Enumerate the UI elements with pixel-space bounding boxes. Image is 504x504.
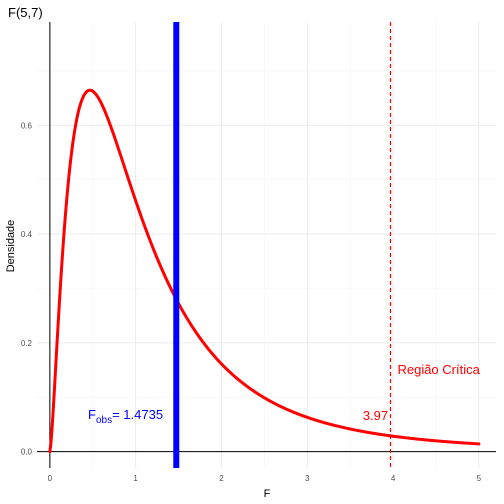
- observed-f-label: Fobs= 1.4735: [88, 407, 163, 426]
- density-curve: [48, 88, 481, 454]
- chart-title: F(5,7): [8, 5, 43, 20]
- x-axis-label: F: [264, 488, 271, 500]
- y-tick-label: 0.2: [21, 339, 33, 348]
- y-tick-label: 0.6: [21, 121, 33, 130]
- y-tick-label: 0.4: [21, 230, 33, 239]
- y-axis-label: Densidade: [5, 220, 17, 273]
- annotations-layer: Fobs= 1.4735 3.97 Região Crítica: [88, 22, 481, 468]
- critical-value-label: 3.97: [363, 408, 388, 423]
- x-tick-label: 4: [391, 474, 396, 483]
- axes: [37, 22, 496, 468]
- x-tick-label: 5: [477, 474, 482, 483]
- x-tick-label: 2: [219, 474, 224, 483]
- critical-region-label: Região Crítica: [397, 362, 480, 377]
- major-gridlines: [37, 22, 496, 468]
- x-tick-label: 0: [48, 474, 53, 483]
- series-layer: [48, 88, 481, 454]
- x-tick-label: 3: [305, 474, 310, 483]
- x-tick-label: 1: [133, 474, 138, 483]
- tick-labels: 0 1 2 3 4 5 0.0 0.2 0.4 0.6: [21, 121, 482, 483]
- y-tick-label: 0.0: [21, 448, 33, 457]
